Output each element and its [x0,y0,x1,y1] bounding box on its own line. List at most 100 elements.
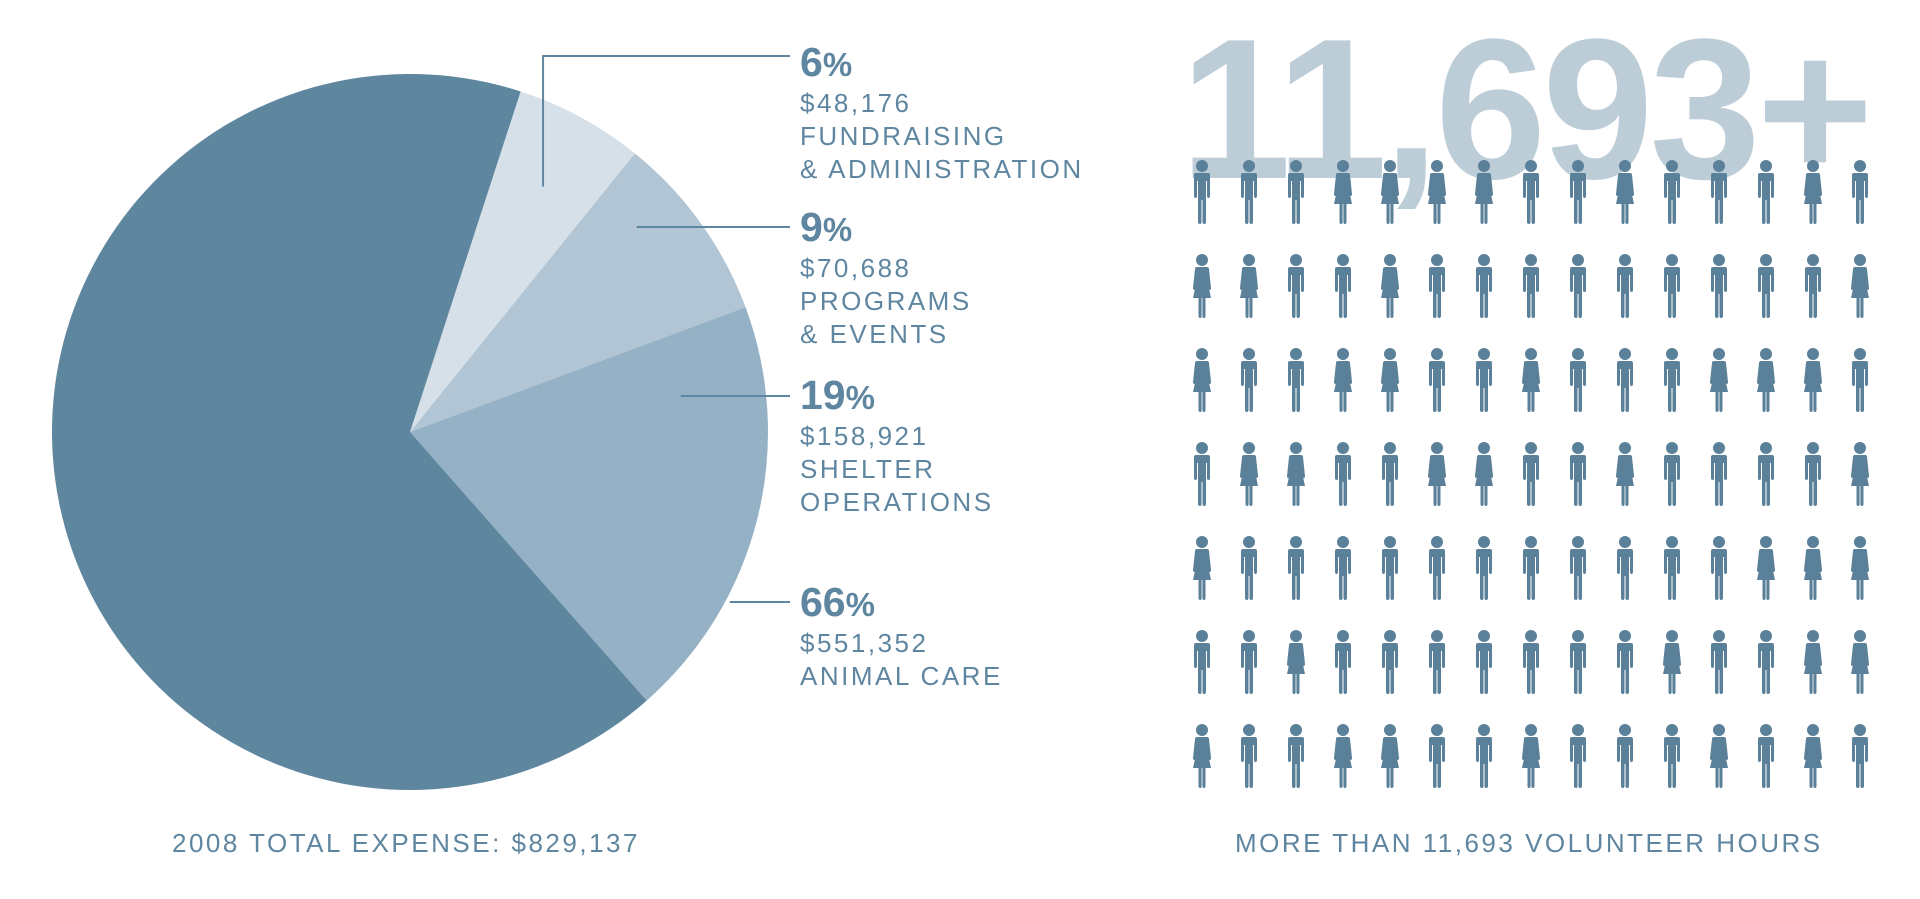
male-figure-icon [1288,160,1304,224]
female-figure-icon [1851,442,1869,506]
male-figure-icon [1617,724,1633,788]
male-figure-icon [1711,630,1727,694]
female-figure-icon [1475,160,1493,224]
female-figure-icon [1334,160,1352,224]
male-figure-icon [1476,724,1492,788]
female-figure-icon [1616,442,1634,506]
male-figure-icon [1711,442,1727,506]
male-figure-icon [1523,442,1539,506]
female-figure-icon [1240,442,1258,506]
male-figure-icon [1570,254,1586,318]
male-figure-icon [1758,160,1774,224]
female-figure-icon [1287,630,1305,694]
female-figure-icon [1381,160,1399,224]
male-figure-icon [1429,348,1445,412]
male-figure-icon [1476,630,1492,694]
male-figure-icon [1288,536,1304,600]
male-figure-icon [1523,160,1539,224]
female-figure-icon [1804,724,1822,788]
female-figure-icon [1193,348,1211,412]
male-figure-icon [1570,160,1586,224]
pie-slice-fundraising [410,91,635,433]
female-figure-icon [1428,442,1446,506]
female-figure-icon [1334,348,1352,412]
slice-percent: 19% [800,372,875,418]
male-figure-icon [1288,254,1304,318]
pie-slice-programs [410,153,746,432]
female-figure-icon [1381,254,1399,318]
male-figure-icon [1288,348,1304,412]
male-figure-icon [1852,724,1868,788]
male-figure-icon [1382,536,1398,600]
female-figure-icon [1710,724,1728,788]
male-figure-icon [1523,536,1539,600]
male-figure-icon [1476,254,1492,318]
male-figure-icon [1335,442,1351,506]
slice-percent: 66% [800,579,875,625]
slice-amount: $158,921 [800,421,929,451]
male-figure-icon [1335,254,1351,318]
female-figure-icon [1334,724,1352,788]
pie-slices [51,73,768,790]
slice-category: ANIMAL CARE [800,661,1003,691]
male-figure-icon [1617,348,1633,412]
male-figure-icon [1382,442,1398,506]
slice-category: PROGRAMS [800,286,972,316]
female-figure-icon [1193,724,1211,788]
male-figure-icon [1288,724,1304,788]
male-figure-icon [1241,724,1257,788]
male-figure-icon [1570,442,1586,506]
female-figure-icon [1663,630,1681,694]
female-figure-icon [1428,160,1446,224]
expense-pie-chart [51,55,790,790]
pictogram-title: MORE THAN 11,693 VOLUNTEER HOURS [1235,828,1823,858]
female-figure-icon [1193,254,1211,318]
female-figure-icon [1804,630,1822,694]
male-figure-icon [1664,442,1680,506]
male-figure-icon [1805,442,1821,506]
female-figure-icon [1287,442,1305,506]
female-figure-icon [1804,536,1822,600]
male-figure-icon [1382,630,1398,694]
slice-label-shelter: 19% $158,921 SHELTER OPERATIONS [800,373,994,519]
female-figure-icon [1710,348,1728,412]
slice-category: & ADMINISTRATION [800,154,1084,184]
female-figure-icon [1851,254,1869,318]
male-figure-icon [1758,442,1774,506]
male-figure-icon [1335,536,1351,600]
male-figure-icon [1476,348,1492,412]
slice-label-fundraising: 6% $48,176 FUNDRAISING & ADMINISTRATION [800,40,1084,186]
pie-slice-shelter [410,307,768,701]
male-figure-icon [1711,536,1727,600]
pie-chart-title: 2008 TOTAL EXPENSE: $829,137 [172,828,640,858]
male-figure-icon [1664,348,1680,412]
male-figure-icon [1194,630,1210,694]
leader-line-fundraising [542,55,790,187]
slice-category: FUNDRAISING [800,121,1007,151]
male-figure-icon [1241,160,1257,224]
female-figure-icon [1616,160,1634,224]
male-figure-icon [1194,160,1210,224]
male-figure-icon [1852,160,1868,224]
volunteer-pictogram [1193,160,1869,788]
male-figure-icon [1617,254,1633,318]
male-figure-icon [1570,630,1586,694]
male-figure-icon [1664,536,1680,600]
male-figure-icon [1711,160,1727,224]
male-figure-icon [1476,536,1492,600]
male-figure-icon [1429,536,1445,600]
slice-amount: $48,176 [800,88,912,118]
female-figure-icon [1381,348,1399,412]
slice-percent: 9% [800,204,853,250]
male-figure-icon [1241,536,1257,600]
male-figure-icon [1523,630,1539,694]
male-figure-icon [1617,630,1633,694]
slice-category: SHELTER [800,454,936,484]
slice-amount: $551,352 [800,628,929,658]
male-figure-icon [1241,348,1257,412]
male-figure-icon [1570,724,1586,788]
female-figure-icon [1522,724,1540,788]
leader-lines [542,55,790,603]
male-figure-icon [1241,630,1257,694]
female-figure-icon [1851,630,1869,694]
